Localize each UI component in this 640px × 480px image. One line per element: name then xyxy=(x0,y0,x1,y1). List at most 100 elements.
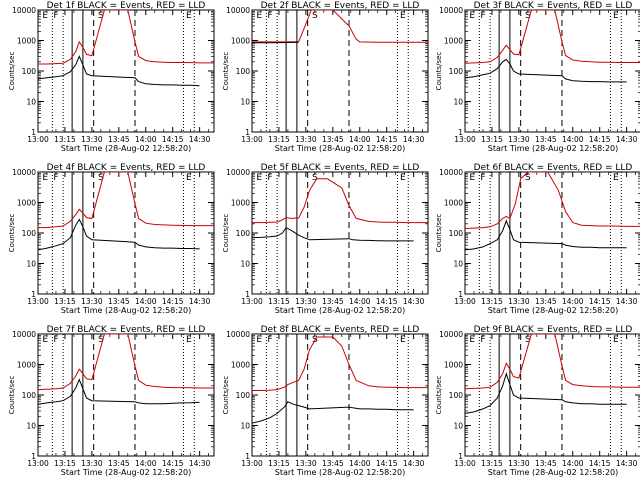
series-lld xyxy=(38,172,214,229)
x-tick-label: 13:15 xyxy=(54,297,76,306)
x-tick-label: 13:45 xyxy=(535,297,557,306)
y-tick-label: 10 xyxy=(453,98,463,107)
x-tick-label: 13:30 xyxy=(81,459,103,468)
x-tick-label: 13:00 xyxy=(27,459,49,468)
interval-marker: S xyxy=(312,11,318,21)
x-tick-label: 14:15 xyxy=(589,459,611,468)
x-tick-label: 14:30 xyxy=(616,297,638,306)
interval-marker: F xyxy=(480,11,485,21)
y-tick-label: 10 xyxy=(26,422,36,431)
y-tick-label: 100 xyxy=(22,67,37,76)
series-events xyxy=(465,372,627,414)
x-tick-label: 14:15 xyxy=(376,459,398,468)
x-tick-label: 13:15 xyxy=(268,135,290,144)
plot-frame xyxy=(37,171,215,295)
y-tick-label: 1 xyxy=(458,290,463,299)
series-events xyxy=(252,401,414,424)
x-tick-label: 14:00 xyxy=(349,459,371,468)
plot-frame xyxy=(251,9,429,133)
x-tick-label: 13:30 xyxy=(295,459,317,468)
y-tick-label: 10000 xyxy=(226,6,250,15)
y-tick-label: 10000 xyxy=(439,330,463,339)
y-tick-label: 10000 xyxy=(226,168,250,177)
x-tick-label: 13:45 xyxy=(108,459,130,468)
y-tick-label: 10 xyxy=(240,422,250,431)
series-events xyxy=(38,55,200,87)
y-tick-label: 10 xyxy=(453,260,463,269)
y-tick-label: 1000 xyxy=(444,37,463,46)
y-tick-label: 100 xyxy=(236,67,251,76)
x-tick-label: 13:30 xyxy=(81,135,103,144)
x-tick-label: 13:15 xyxy=(54,135,76,144)
interval-marker: S xyxy=(98,335,104,345)
x-tick-label: 13:15 xyxy=(54,459,76,468)
x-tick-label: 14:15 xyxy=(162,297,184,306)
y-tick-label: 10000 xyxy=(12,6,36,15)
x-tick-label: 14:30 xyxy=(189,459,211,468)
y-tick-label: 1 xyxy=(245,128,250,137)
series-lld xyxy=(252,10,428,43)
x-tick-label: 14:00 xyxy=(562,297,584,306)
y-axis-label: Counts/sec xyxy=(8,214,16,253)
x-tick-label: 14:00 xyxy=(135,135,157,144)
x-tick-label: 14:00 xyxy=(135,297,157,306)
x-axis-label: Start Time (28-Aug-02 12:58:20) xyxy=(61,306,192,315)
x-tick-label: 14:00 xyxy=(349,297,371,306)
x-axis-label: Start Time (28-Aug-02 12:58:20) xyxy=(488,144,619,153)
interval-marker: F xyxy=(267,335,272,345)
y-tick-label: 1000 xyxy=(17,199,36,208)
interval-marker: E xyxy=(186,11,192,21)
x-tick-label: 14:00 xyxy=(349,135,371,144)
interval-marker: E xyxy=(400,335,406,345)
y-tick-label: 1000 xyxy=(231,361,250,370)
series-events xyxy=(38,378,200,405)
interval-marker: F xyxy=(480,335,485,345)
plot-frame xyxy=(251,333,429,457)
x-tick-label: 13:30 xyxy=(508,459,530,468)
panel-8: Det 8f BLACK = Events, RED = LLD 1 10 100 10… xyxy=(222,325,429,477)
interval-marker: S xyxy=(98,173,104,183)
x-tick-label: 14:15 xyxy=(162,135,184,144)
interval-marker: E xyxy=(42,11,48,21)
x-tick-label: 14:30 xyxy=(616,135,638,144)
series-lld xyxy=(38,334,214,391)
x-tick-label: 14:15 xyxy=(162,459,184,468)
panel-9: Det 9f BLACK = Events, RED = LLD 1 10 100 10… xyxy=(435,325,640,477)
x-tick-label: 14:30 xyxy=(403,135,425,144)
y-tick-label: 10000 xyxy=(12,168,36,177)
panel-1: Det 1f BLACK = Events, RED = LLD 1 10 100 10… xyxy=(8,1,215,153)
y-tick-label: 1 xyxy=(31,452,36,461)
panel-title: Det 5f BLACK = Events, RED = LLD xyxy=(261,163,420,173)
y-tick-label: 1000 xyxy=(17,361,36,370)
x-tick-label: 14:15 xyxy=(376,135,398,144)
x-axis-label: Start Time (28-Aug-02 12:58:20) xyxy=(275,468,406,477)
y-tick-label: 1 xyxy=(31,128,36,137)
panel-title: Det 7f BLACK = Events, RED = LLD xyxy=(47,325,206,335)
x-tick-label: 14:15 xyxy=(589,297,611,306)
x-axis-label: Start Time (28-Aug-02 12:58:20) xyxy=(275,306,406,315)
x-tick-label: 14:30 xyxy=(403,297,425,306)
interval-marker: E xyxy=(613,173,619,183)
panel-title: Det 6f BLACK = Events, RED = LLD xyxy=(474,163,633,173)
x-tick-label: 14:00 xyxy=(562,459,584,468)
x-axis-label: Start Time (28-Aug-02 12:58:20) xyxy=(61,144,192,153)
interval-marker: F xyxy=(267,173,272,183)
x-tick-label: 14:00 xyxy=(135,459,157,468)
y-tick-label: 10000 xyxy=(12,330,36,339)
series-events xyxy=(252,226,414,242)
interval-marker: E xyxy=(42,335,48,345)
series-lld xyxy=(252,336,428,391)
x-tick-label: 13:00 xyxy=(454,297,476,306)
interval-marker: E xyxy=(400,11,406,21)
x-tick-label: 14:30 xyxy=(616,459,638,468)
panel-7: Det 7f BLACK = Events, RED = LLD 1 10 100 10… xyxy=(8,325,215,477)
y-axis-label: Counts/sec xyxy=(8,376,16,415)
panel-5: Det 5f BLACK = Events, RED = LLD 1 10 100 10… xyxy=(222,163,429,315)
series-lld xyxy=(465,172,640,229)
interval-marker: S xyxy=(525,11,531,21)
panel-title: Det 9f BLACK = Events, RED = LLD xyxy=(474,325,633,335)
plot-frame xyxy=(464,9,640,133)
y-tick-label: 100 xyxy=(236,229,251,238)
interval-marker: F xyxy=(53,335,58,345)
